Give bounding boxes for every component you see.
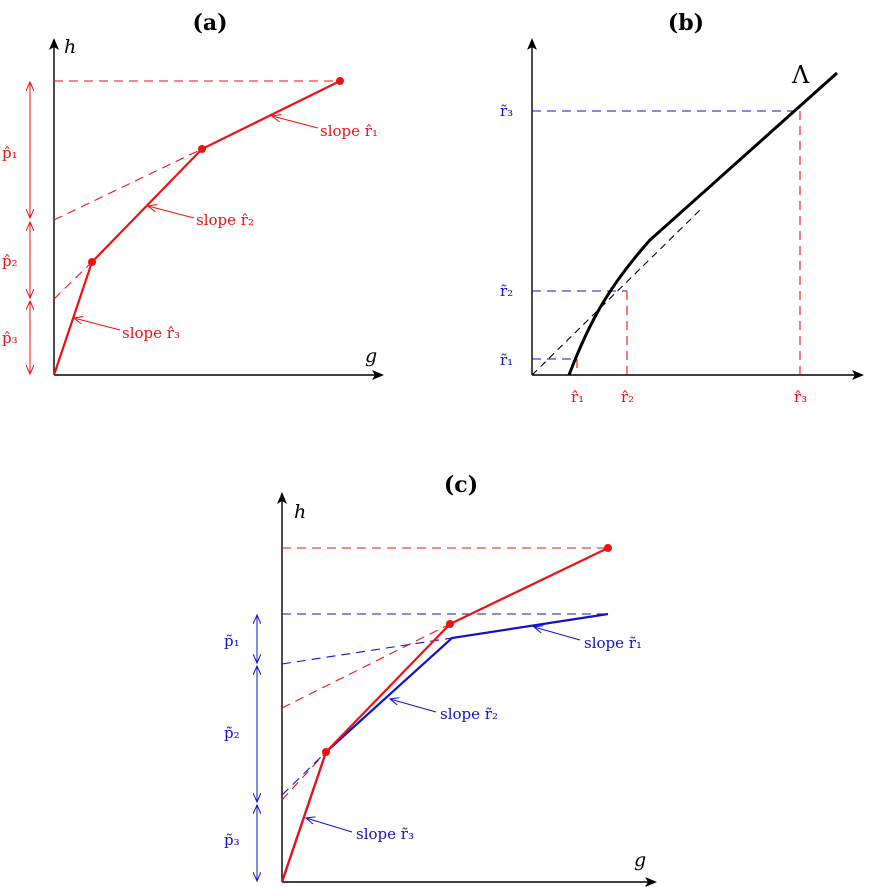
- panel-c-title: (c): [444, 472, 478, 498]
- y-tick-r3: r̃₃: [500, 102, 513, 120]
- panel-c: (c) h g slope r̃₁ slope r̃₂ slope r̃₃ p̃…: [224, 472, 657, 887]
- slope-label-2: slope r̃₂: [440, 705, 498, 723]
- interval-label-3: p̂₃: [2, 329, 18, 347]
- slope-label-3: slope r̂₃: [122, 324, 180, 342]
- slope-arrow: [272, 116, 319, 129]
- y-tick-r2: r̃₂: [500, 282, 513, 300]
- slope-label-3: slope r̃₃: [356, 825, 414, 843]
- panel-a-title: (a): [192, 10, 227, 36]
- red-piecewise-curve: [280, 547, 609, 883]
- extension-r2-dashed: [53, 261, 93, 300]
- red-extension-dashed: [281, 623, 451, 709]
- interval-label-3: p̃₃: [224, 831, 240, 849]
- breakpoint-dot: [198, 145, 206, 153]
- interval-label-2: p̃₂: [224, 724, 240, 742]
- x-tick-r1: r̂₁: [571, 388, 584, 406]
- slope-label-2: slope r̂₂: [196, 211, 254, 229]
- panel-a: (a) h g slope r̂₁ slope r̂₂ slope r̂₃ p̂…: [2, 10, 384, 380]
- y-axis-label: h: [294, 501, 306, 523]
- red-extension-dashed: [281, 751, 327, 801]
- breakpoint-dot: [604, 544, 612, 552]
- panel-b-title: (b): [668, 10, 704, 36]
- slope-arrow: [390, 699, 437, 713]
- breakpoint-dot: [336, 77, 344, 85]
- blue-extension-dashed: [281, 637, 453, 665]
- interval-label-1: p̂₁: [2, 144, 18, 162]
- x-tick-r3: r̂₃: [794, 388, 807, 406]
- panel-b: (b) Λ r̃₃ r̃₂ r̃₁ r̂₁ r̂₂ r̂₃: [500, 10, 864, 406]
- y-tick-r1: r̃₁: [500, 351, 513, 369]
- x-axis-label: g: [365, 345, 377, 367]
- slope-arrow: [534, 627, 581, 641]
- interval-label-1: p̃₁: [224, 632, 240, 650]
- x-tick-r2: r̂₂: [621, 388, 634, 406]
- slope-label-1: slope r̃₁: [584, 634, 642, 652]
- breakpoint-dot: [446, 620, 454, 628]
- lambda-label: Λ: [791, 61, 810, 89]
- lambda-curve: [567, 71, 838, 376]
- breakpoint-dot: [88, 258, 96, 266]
- y-axis-label: h: [64, 36, 76, 58]
- interval-label-2: p̂₂: [2, 252, 18, 270]
- slope-arrow: [148, 206, 195, 219]
- extension-r1-dashed: [53, 148, 203, 221]
- slope-arrow: [74, 318, 121, 331]
- breakpoint-dot: [322, 748, 330, 756]
- blue-extension-dashed: [281, 751, 327, 796]
- slope-arrow: [306, 818, 353, 833]
- x-axis-label: g: [634, 849, 646, 871]
- slope-label-1: slope r̂₁: [320, 122, 378, 140]
- diagonal-dashed: [531, 209, 701, 376]
